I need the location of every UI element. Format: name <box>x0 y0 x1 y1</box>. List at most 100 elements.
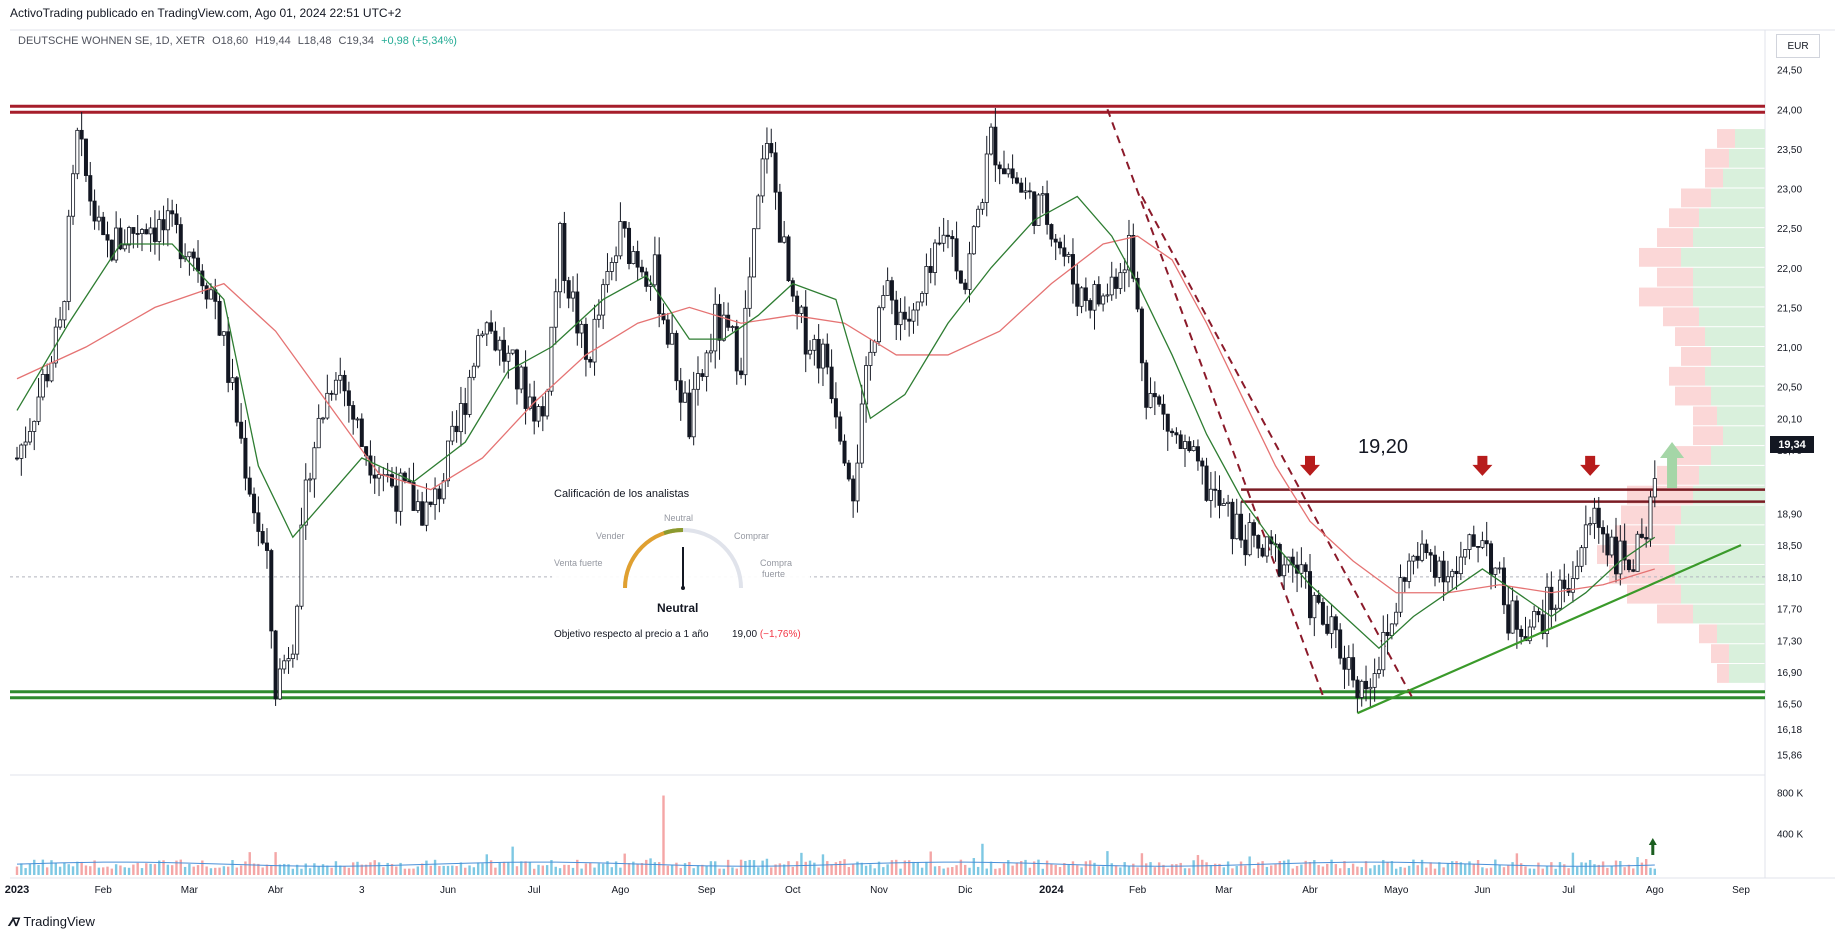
volume-bar <box>744 860 747 875</box>
candle-body <box>1070 254 1075 285</box>
candle-body <box>385 474 390 477</box>
volume-bar <box>1011 865 1014 875</box>
volume-profile-up <box>1681 247 1765 267</box>
volume-bar <box>1429 862 1432 875</box>
volume-bar <box>1541 868 1544 875</box>
candle-body <box>118 227 123 250</box>
candle-body <box>752 228 757 278</box>
candle-body <box>19 444 24 459</box>
volume-bar <box>1196 855 1200 875</box>
volume-bar <box>1584 862 1588 875</box>
volume-profile-down <box>1675 386 1711 406</box>
volume-bar <box>929 851 932 875</box>
candle-body <box>286 658 291 662</box>
volume-profile-up <box>1711 347 1765 366</box>
candle-body <box>1527 626 1532 642</box>
x-tick-label: 2023 <box>5 884 29 896</box>
volume-bar <box>813 862 816 875</box>
volume-bar <box>817 867 820 875</box>
volume-bar <box>1201 859 1204 875</box>
candle-body <box>234 377 239 423</box>
candle-body <box>454 425 459 433</box>
candle-body <box>359 418 364 447</box>
candle-body <box>1083 287 1088 301</box>
volume-bar <box>614 861 618 875</box>
footer-brand[interactable]: ⁄⁄∇ TradingView <box>10 914 95 929</box>
candle-body <box>1618 540 1623 575</box>
candle-body <box>1213 488 1218 491</box>
candle-body <box>247 477 252 495</box>
volume-bar <box>649 858 652 875</box>
candle-body <box>1282 564 1287 577</box>
volume-bar <box>1321 866 1325 875</box>
candle-body <box>398 472 403 512</box>
volume-bar <box>623 853 626 875</box>
volume-bar <box>442 865 445 875</box>
candle-body <box>622 221 627 229</box>
candle-body <box>1415 555 1420 561</box>
volume-bar <box>231 860 234 875</box>
volume-bar <box>455 866 458 875</box>
candle-body <box>1605 533 1610 556</box>
volume-bar <box>1623 867 1626 875</box>
rating-value: Neutral <box>657 601 699 615</box>
volume-bar <box>192 866 195 875</box>
volume-bar <box>1231 868 1234 875</box>
volume-bar <box>589 862 592 875</box>
volume-bar <box>102 867 105 875</box>
rating-gauge <box>623 527 743 590</box>
volume-bar <box>1382 859 1385 875</box>
volume-bar <box>1308 861 1312 875</box>
candle-body <box>1575 565 1580 579</box>
volume-bar <box>1024 859 1027 875</box>
price-change: +0,98 (+5,34%) <box>381 35 457 47</box>
candle-body <box>851 478 856 502</box>
candle-body <box>803 306 808 355</box>
sma-fast-line <box>16 195 1656 650</box>
volume-bar <box>123 867 126 875</box>
volume-bar <box>826 861 829 875</box>
candle-body <box>545 390 550 417</box>
volume-bar <box>1037 859 1040 875</box>
candle-body <box>1402 577 1407 582</box>
volume-bar <box>416 866 420 875</box>
x-tick-label: Nov <box>870 885 888 896</box>
volume-bar <box>601 863 605 875</box>
volume-bar <box>774 864 777 875</box>
volume-bar <box>485 854 488 875</box>
candle-body <box>756 195 761 230</box>
candle-body <box>131 227 136 234</box>
volume-bar <box>1653 868 1656 875</box>
volume-bar <box>1468 861 1471 875</box>
volume-bar <box>1576 866 1579 875</box>
candle-body <box>713 303 718 352</box>
down-arrow-icon <box>1472 455 1493 476</box>
volume-bar <box>420 863 424 875</box>
volume-profile-up <box>1729 148 1765 168</box>
x-tick-label: Abr <box>1302 885 1318 896</box>
candle-body <box>463 403 468 415</box>
volume-bar <box>239 865 243 875</box>
candle-body <box>1424 543 1429 554</box>
candle-body <box>902 311 907 320</box>
candle-body <box>493 330 498 351</box>
currency-button[interactable]: EUR <box>1776 34 1820 58</box>
candle-body <box>23 441 28 446</box>
candle-body <box>174 213 179 225</box>
x-tick-label: Oct <box>785 885 801 896</box>
volume-bar <box>968 867 971 875</box>
candle-body <box>1476 546 1481 548</box>
candle-body <box>678 380 683 403</box>
candle-body <box>471 365 476 378</box>
volume-profile-up <box>1723 168 1765 188</box>
candle-body <box>497 339 502 351</box>
candle-body <box>1131 235 1136 279</box>
volume-bar <box>287 864 290 875</box>
candle-body <box>1631 569 1636 572</box>
candle-body <box>411 482 416 511</box>
candle-body <box>976 208 981 228</box>
volume-profile-down <box>1615 525 1675 545</box>
candle-body <box>1536 611 1541 616</box>
volume-bar <box>1528 868 1532 875</box>
